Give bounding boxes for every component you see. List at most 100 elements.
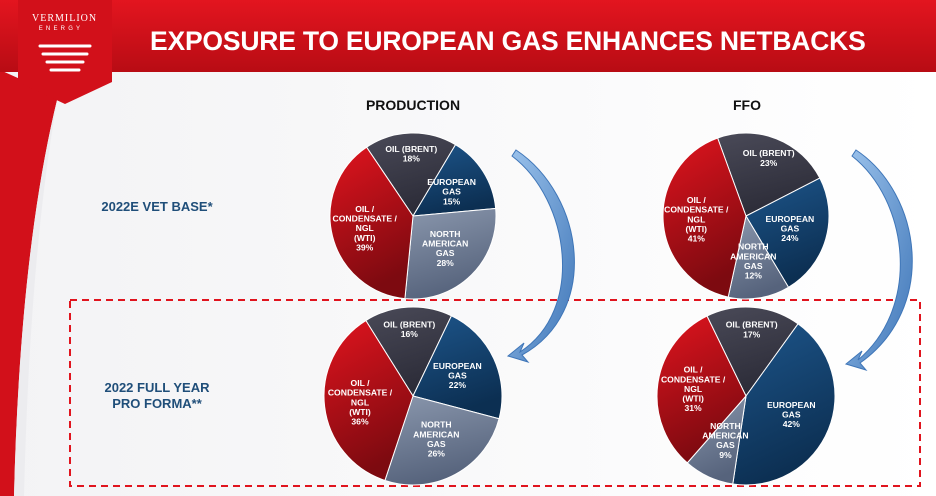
pie-label-oil-wti: OIL / CONDENSATE / NGL (WTI) 31% [661,365,726,413]
pie-label-value: 16% [401,329,419,339]
pie-slice-oil-brent [365,132,457,217]
pie-label-line: EUROPEAN [427,177,476,187]
pie-label-line: GAS [744,261,763,271]
pie-label-line: OIL / [687,195,707,205]
pie-label-value: 22% [449,380,467,390]
pie-label-value: 15% [443,196,461,206]
pie-slice-north-american-gas [384,395,500,486]
pie-slice-oil-wti [329,146,414,300]
pie-label-line: EUROPEAN [766,214,815,224]
pie-chart-3: OIL (BRENT) 16%EUROPEAN GAS 22%NORTH AMERICA… [323,306,503,486]
pie-label-line: NGL [351,397,369,407]
pie-label-oil-wti: OIL / CONDENSATE / NGL (WTI) 41% [664,195,729,243]
pie-label-value: 36% [351,417,369,427]
logo: VERMILION ENERGY [32,13,98,34]
pie-label-value: 42% [783,419,801,429]
pie-label-line: AMERICAN [422,239,468,249]
pie-label-line: NORTH [710,421,741,431]
pie-slice-european-gas [412,144,497,217]
pie-label-line: (WTI) [349,407,371,417]
pie-label-value: 41% [688,234,706,244]
pie-label-oil-brent: OIL (BRENT) 23% [743,148,795,168]
pie-label-value: 17% [743,329,761,339]
pie-label-value: 24% [781,233,799,243]
pie-label-line: NGL [356,223,374,233]
pie-label-european-gas: EUROPEAN GAS 15% [427,177,476,206]
pie-label-value: 23% [760,158,778,168]
pie-label-oil-wti: OIL / CONDENSATE / NGL (WTI) 39% [333,204,398,252]
logo-sub: ENERGY [38,26,84,32]
pie-label-line: NORTH [421,420,452,430]
pie-slice-oil-wti [656,315,747,464]
pie-label-value: 9% [719,450,732,460]
pie-label-north-american-gas: NORTH AMERICAN GAS 26% [413,420,459,459]
pie-label-line: OIL (BRENT) [743,148,795,158]
pie-label-line: OIL (BRENT) [383,320,435,330]
logo-stripes [38,44,92,72]
pie-label-line: OIL / [351,378,371,388]
pie-label-line: EUROPEAN [433,361,482,371]
pie-label-value: 26% [428,449,446,459]
pie-label-north-american-gas: NORTH AMERICAN GAS 9% [702,421,748,460]
logo-shield [18,0,112,104]
pie-label-line: OIL (BRENT) [726,320,778,330]
pie-label-line: GAS [781,224,800,234]
row-label-proforma-line2: PRO FORMA** [112,396,202,411]
pie-slice-oil-wti [662,137,747,298]
pie-label-line: (WTI) [686,224,708,234]
column-header-production: PRODUCTION [365,97,461,113]
pie-slice-european-gas [732,323,836,486]
row-label-proforma: 2022 FULL YEAR PRO FORMA** [57,380,257,412]
pie-label-line: OIL (BRENT) [385,144,437,154]
pie-label-line: AMERICAN [702,431,748,441]
pie-label-value: 12% [745,271,763,281]
pie-slice-north-american-gas [404,207,497,300]
pie-label-line: AMERICAN [413,429,459,439]
arrow-ffo-curve [844,149,913,371]
pie-label-line: NGL [687,214,705,224]
pie-label-line: GAS [436,248,455,258]
pie-label-line: AMERICAN [730,251,776,261]
pie-label-european-gas: EUROPEAN GAS 22% [433,361,482,390]
pie-chart-4: OIL (BRENT) 17% EUROPEAN GAS 42% NORTH AMERICA… [656,306,836,486]
title-banner [0,0,936,72]
pie-label-line: (WTI) [354,233,376,243]
pie-label-line: OIL / [684,365,704,375]
pie-label-line: GAS [448,371,467,381]
proforma-dashed-box [69,299,921,487]
pie-label-line: CONDENSATE / [661,374,726,384]
page-title: EXPOSURE TO EUROPEAN GAS ENHANCES NETBAC… [150,26,866,56]
pie-label-line: GAS [427,439,446,449]
left-swoosh [0,70,58,496]
pie-slice-european-gas [745,177,830,288]
pie-label-line: GAS [442,187,461,197]
pie-label-value: 28% [437,258,455,268]
pie-label-value: 39% [356,242,374,252]
pie-label-line: CONDENSATE / [664,205,729,215]
pie-label-oil-brent: OIL (BRENT) 16% [383,320,435,340]
left-swoosh-highlight [14,96,58,496]
pie-slice-oil-wti [323,319,414,482]
pie-label-line: NORTH [430,229,461,239]
pie-label-oil-brent: OIL (BRENT) 18% [385,144,437,164]
pie-label-line: (WTI) [682,394,704,404]
pie-label-oil-wti: OIL / CONDENSATE / NGL (WTI) 36% [328,378,393,426]
pie-slice-oil-brent [716,132,821,217]
pie-label-line: GAS [716,440,735,450]
pie-label-line: CONDENSATE / [333,214,398,224]
pie-label-north-american-gas: NORTH AMERICAN GAS 12% [730,242,776,281]
pie-label-value: 31% [684,403,702,413]
pie-chart-1: OIL (BRENT) 18%EUROPEAN GAS 15%NORTH AMERICA… [329,132,497,300]
pie-label-european-gas: EUROPEAN GAS 24% [766,214,815,243]
pie-label-line: CONDENSATE / [328,388,393,398]
pie-label-line: NGL [684,384,702,394]
row-label-proforma-line1: 2022 FULL YEAR [104,380,210,395]
row-label-base: 2022E VET BASE* [101,199,213,214]
arrow-production-curve [506,149,575,363]
pie-slice-north-american-gas [727,214,790,300]
pie-label-european-gas: EUROPEAN GAS 42% [767,400,816,429]
logo-name: VERMILION [32,13,98,24]
pie-slice-oil-brent [706,306,799,397]
